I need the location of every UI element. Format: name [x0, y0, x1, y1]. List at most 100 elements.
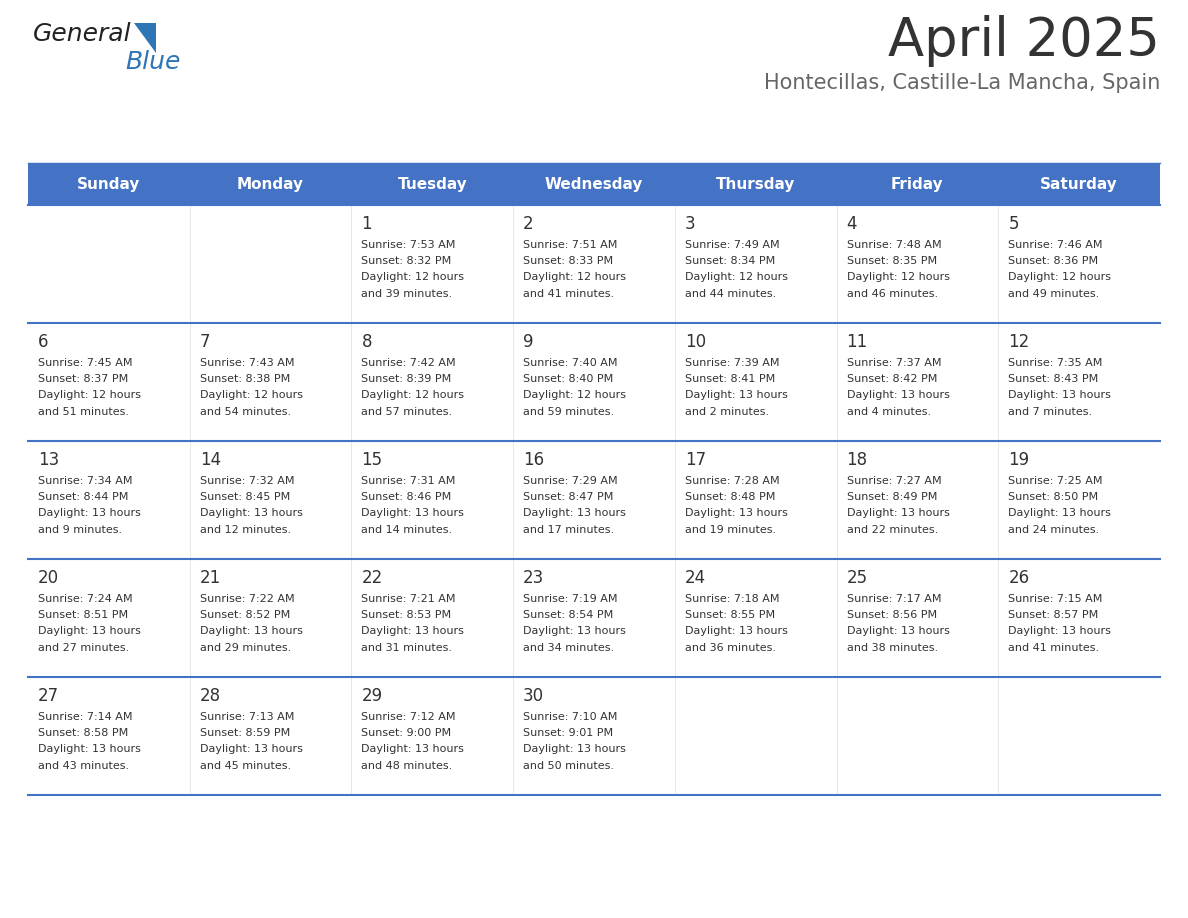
Text: Daylight: 13 hours: Daylight: 13 hours — [523, 626, 626, 636]
Text: and 57 minutes.: and 57 minutes. — [361, 407, 453, 417]
Text: and 50 minutes.: and 50 minutes. — [523, 761, 614, 771]
Text: and 44 minutes.: and 44 minutes. — [684, 289, 776, 299]
Text: Monday: Monday — [238, 176, 304, 192]
Text: and 9 minutes.: and 9 minutes. — [38, 525, 122, 535]
Text: April 2025: April 2025 — [889, 15, 1159, 67]
Text: Sunset: 8:46 PM: Sunset: 8:46 PM — [361, 492, 451, 502]
Text: Sunset: 8:52 PM: Sunset: 8:52 PM — [200, 610, 290, 620]
Text: 4: 4 — [847, 215, 857, 233]
Text: Sunrise: 7:42 AM: Sunrise: 7:42 AM — [361, 357, 456, 367]
Text: Daylight: 12 hours: Daylight: 12 hours — [684, 273, 788, 283]
Text: Daylight: 13 hours: Daylight: 13 hours — [361, 744, 465, 755]
Text: 12: 12 — [1009, 333, 1030, 351]
Text: Sunset: 8:42 PM: Sunset: 8:42 PM — [847, 374, 937, 384]
Text: Sunset: 8:49 PM: Sunset: 8:49 PM — [847, 492, 937, 502]
Text: 21: 21 — [200, 569, 221, 587]
Text: 24: 24 — [684, 569, 706, 587]
Text: and 34 minutes.: and 34 minutes. — [523, 643, 614, 653]
Text: Daylight: 13 hours: Daylight: 13 hours — [361, 626, 465, 636]
Text: Sunrise: 7:28 AM: Sunrise: 7:28 AM — [684, 476, 779, 486]
Text: Sunset: 8:51 PM: Sunset: 8:51 PM — [38, 610, 128, 620]
Text: and 14 minutes.: and 14 minutes. — [361, 525, 453, 535]
Text: Sunset: 8:34 PM: Sunset: 8:34 PM — [684, 256, 775, 266]
Text: Sunset: 8:47 PM: Sunset: 8:47 PM — [523, 492, 613, 502]
Text: Sunrise: 7:14 AM: Sunrise: 7:14 AM — [38, 711, 133, 722]
Text: Daylight: 13 hours: Daylight: 13 hours — [684, 626, 788, 636]
Text: Daylight: 13 hours: Daylight: 13 hours — [1009, 390, 1111, 400]
Text: and 41 minutes.: and 41 minutes. — [523, 289, 614, 299]
Text: and 48 minutes.: and 48 minutes. — [361, 761, 453, 771]
Text: Hontecillas, Castille-La Mancha, Spain: Hontecillas, Castille-La Mancha, Spain — [764, 73, 1159, 93]
Text: Sunrise: 7:37 AM: Sunrise: 7:37 AM — [847, 357, 941, 367]
Text: Blue: Blue — [125, 50, 181, 74]
Text: Sunrise: 7:25 AM: Sunrise: 7:25 AM — [1009, 476, 1102, 486]
Text: Sunrise: 7:39 AM: Sunrise: 7:39 AM — [684, 357, 779, 367]
Text: and 36 minutes.: and 36 minutes. — [684, 643, 776, 653]
Text: and 49 minutes.: and 49 minutes. — [1009, 289, 1100, 299]
Text: Daylight: 13 hours: Daylight: 13 hours — [200, 509, 303, 519]
Bar — [29, 323, 1159, 441]
Text: Sunrise: 7:49 AM: Sunrise: 7:49 AM — [684, 240, 779, 250]
Text: Sunset: 8:58 PM: Sunset: 8:58 PM — [38, 728, 128, 738]
Text: and 41 minutes.: and 41 minutes. — [1009, 643, 1099, 653]
Text: Sunrise: 7:12 AM: Sunrise: 7:12 AM — [361, 711, 456, 722]
Text: 25: 25 — [847, 569, 867, 587]
Text: Daylight: 13 hours: Daylight: 13 hours — [38, 509, 141, 519]
Text: Daylight: 12 hours: Daylight: 12 hours — [523, 390, 626, 400]
Bar — [29, 559, 1159, 677]
Text: Sunrise: 7:13 AM: Sunrise: 7:13 AM — [200, 711, 295, 722]
Text: Sunset: 8:56 PM: Sunset: 8:56 PM — [847, 610, 936, 620]
Text: Daylight: 13 hours: Daylight: 13 hours — [1009, 509, 1111, 519]
Text: Sunset: 8:35 PM: Sunset: 8:35 PM — [847, 256, 936, 266]
Text: Daylight: 13 hours: Daylight: 13 hours — [523, 744, 626, 755]
Text: Wednesday: Wednesday — [545, 176, 643, 192]
Text: Daylight: 12 hours: Daylight: 12 hours — [361, 273, 465, 283]
Text: Daylight: 13 hours: Daylight: 13 hours — [200, 626, 303, 636]
Text: Sunrise: 7:43 AM: Sunrise: 7:43 AM — [200, 357, 295, 367]
Text: Sunset: 8:53 PM: Sunset: 8:53 PM — [361, 610, 451, 620]
Text: 22: 22 — [361, 569, 383, 587]
Text: Daylight: 13 hours: Daylight: 13 hours — [847, 626, 949, 636]
Text: Sunrise: 7:22 AM: Sunrise: 7:22 AM — [200, 594, 295, 603]
Text: Sunrise: 7:21 AM: Sunrise: 7:21 AM — [361, 594, 456, 603]
Text: 28: 28 — [200, 687, 221, 705]
Polygon shape — [134, 23, 156, 53]
Text: Sunset: 8:41 PM: Sunset: 8:41 PM — [684, 374, 775, 384]
Text: 29: 29 — [361, 687, 383, 705]
Text: and 46 minutes.: and 46 minutes. — [847, 289, 937, 299]
Text: 10: 10 — [684, 333, 706, 351]
Text: Daylight: 12 hours: Daylight: 12 hours — [361, 390, 465, 400]
Text: 15: 15 — [361, 451, 383, 469]
Text: 30: 30 — [523, 687, 544, 705]
Text: 20: 20 — [38, 569, 59, 587]
Text: Sunset: 9:01 PM: Sunset: 9:01 PM — [523, 728, 613, 738]
Text: Sunrise: 7:48 AM: Sunrise: 7:48 AM — [847, 240, 941, 250]
Text: Daylight: 13 hours: Daylight: 13 hours — [523, 509, 626, 519]
Text: Daylight: 12 hours: Daylight: 12 hours — [200, 390, 303, 400]
Text: and 51 minutes.: and 51 minutes. — [38, 407, 129, 417]
Text: Sunset: 8:40 PM: Sunset: 8:40 PM — [523, 374, 613, 384]
Text: Sunrise: 7:53 AM: Sunrise: 7:53 AM — [361, 240, 456, 250]
Text: Sunset: 8:33 PM: Sunset: 8:33 PM — [523, 256, 613, 266]
Text: Sunrise: 7:10 AM: Sunrise: 7:10 AM — [523, 711, 618, 722]
Text: Sunrise: 7:19 AM: Sunrise: 7:19 AM — [523, 594, 618, 603]
Text: Sunrise: 7:31 AM: Sunrise: 7:31 AM — [361, 476, 456, 486]
Text: Sunset: 8:37 PM: Sunset: 8:37 PM — [38, 374, 128, 384]
Text: Sunset: 8:39 PM: Sunset: 8:39 PM — [361, 374, 451, 384]
Text: and 59 minutes.: and 59 minutes. — [523, 407, 614, 417]
Text: and 2 minutes.: and 2 minutes. — [684, 407, 769, 417]
Text: Saturday: Saturday — [1041, 176, 1118, 192]
Text: and 19 minutes.: and 19 minutes. — [684, 525, 776, 535]
Text: Sunset: 8:44 PM: Sunset: 8:44 PM — [38, 492, 128, 502]
Text: Tuesday: Tuesday — [398, 176, 467, 192]
Text: 6: 6 — [38, 333, 49, 351]
Text: Daylight: 13 hours: Daylight: 13 hours — [684, 390, 788, 400]
Text: Sunrise: 7:34 AM: Sunrise: 7:34 AM — [38, 476, 133, 486]
Text: Sunrise: 7:40 AM: Sunrise: 7:40 AM — [523, 357, 618, 367]
Text: Daylight: 12 hours: Daylight: 12 hours — [38, 390, 141, 400]
Text: Sunset: 8:43 PM: Sunset: 8:43 PM — [1009, 374, 1099, 384]
Text: Sunset: 9:00 PM: Sunset: 9:00 PM — [361, 728, 451, 738]
Text: Daylight: 12 hours: Daylight: 12 hours — [1009, 273, 1111, 283]
Bar — [29, 677, 1159, 795]
Text: Sunset: 8:55 PM: Sunset: 8:55 PM — [684, 610, 775, 620]
